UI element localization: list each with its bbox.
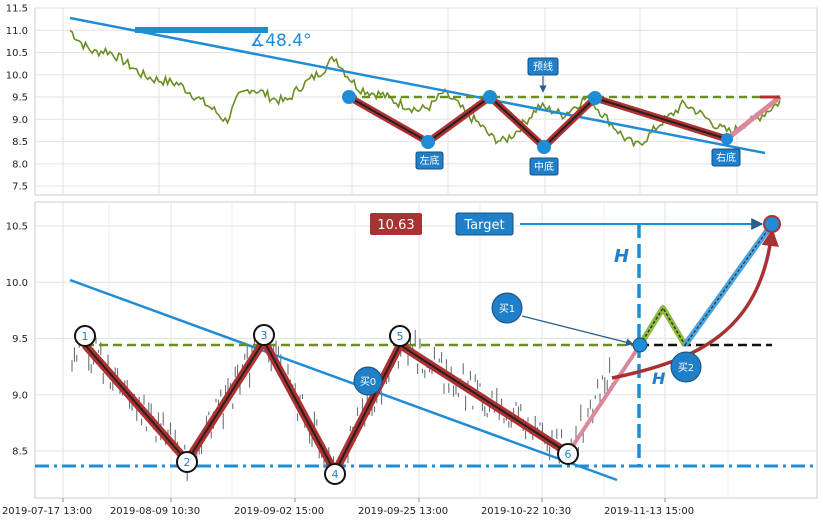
throwback-pattern-core <box>639 306 686 346</box>
svg-text:1: 1 <box>82 330 89 343</box>
bottom-y-tick-label: 9.0 <box>12 390 28 401</box>
top-y-tick-label: 7.5 <box>12 182 28 193</box>
svg-text:左底: 左底 <box>420 154 440 167</box>
angle-label: ∡48.4° <box>250 31 312 51</box>
top-pattern-core <box>348 96 728 148</box>
buy-point-2: 买2 <box>670 351 702 383</box>
top-pivot-3 <box>483 90 497 104</box>
svg-text:中底: 中底 <box>534 160 554 173</box>
target-box: Target <box>455 212 764 236</box>
bottom-y-ticks: 10.5 10.0 9.5 9.0 8.5 <box>6 222 28 458</box>
top-pivot-2 <box>421 135 435 149</box>
bottom-y-tick-label: 10.5 <box>6 222 28 233</box>
svg-text:买1: 买1 <box>499 303 515 315</box>
top-pivot-1 <box>342 90 356 104</box>
bottom-trendline <box>69 278 618 482</box>
bottom-plot-area <box>34 201 818 499</box>
bottom-x-tick-label: 2019-11-13 15:00 <box>604 506 694 517</box>
callout-left-bottom: 左底 <box>415 151 444 170</box>
buy-point-1: 买1 <box>491 292 648 353</box>
pivot-1: 1 <box>74 325 96 347</box>
bottom-x-tick-label: 2019-10-22 10:30 <box>481 506 571 517</box>
price-box: 10.63 <box>370 213 422 235</box>
bottom-x-tick-label: 2019-09-25 13:00 <box>358 506 448 517</box>
pivot-2: 2 <box>176 451 198 473</box>
top-y-ticks: 11.5 11.0 10.5 10.0 9.5 9.0 8.5 8.0 7.5 <box>6 4 28 193</box>
top-y-tick-label: 11.0 <box>6 26 28 37</box>
bottom-y-tick-label: 10.0 <box>6 278 28 289</box>
top-price-line <box>69 29 781 148</box>
svg-text:买2: 买2 <box>678 362 694 374</box>
top-pivot-5 <box>588 91 602 105</box>
top-y-tick-label: 9.5 <box>12 93 28 104</box>
breakout-path <box>566 343 642 455</box>
svg-text:2: 2 <box>184 456 191 469</box>
top-pivot-6 <box>721 133 733 145</box>
callout-mid-bottom: 中底 <box>529 157 559 176</box>
top-pivot-4 <box>537 140 551 154</box>
bottom-panel: 10.510.09.59.08.5 2019-07-17 13:00 2019-0… <box>2 201 818 517</box>
bottom-x-tick-label: 2019-09-02 15:00 <box>234 506 324 517</box>
bottom-pattern-core <box>84 340 569 473</box>
target-projection <box>682 222 775 347</box>
top-panel: 11.5 11.0 10.5 10.0 9.5 9.0 8.5 8.0 7.5 ∡48.4° 左… <box>6 4 818 196</box>
callout-neckline: 预线 <box>527 57 559 93</box>
top-trendline <box>69 16 766 155</box>
height-label-lower: H <box>652 369 666 388</box>
pivot-3: 3 <box>253 324 275 346</box>
bottom-x-ticks: 2019-07-17 13:00 2019-08-09 10:30 2019-09-… <box>2 498 694 517</box>
height-label-upper: H <box>614 246 629 267</box>
svg-text:6: 6 <box>565 448 572 461</box>
callout-right-bottom: 右底 <box>711 148 741 167</box>
svg-text:预线: 预线 <box>533 60 553 73</box>
svg-text:Target: Target <box>463 218 504 233</box>
pivot-6: 6 <box>557 443 579 465</box>
top-y-tick-label: 8.5 <box>12 137 28 148</box>
bottom-x-tick-label: 2019-07-17 13:00 <box>2 506 92 517</box>
top-y-tick-label: 8.0 <box>12 159 28 170</box>
top-y-tick-label: 10.5 <box>6 48 28 59</box>
top-y-tick-label: 10.0 <box>6 70 28 81</box>
target-point <box>763 215 781 233</box>
bottom-y-tick-label: 9.5 <box>12 334 28 345</box>
pivot-4: 4 <box>324 463 346 485</box>
bottom-x-tick-label: 2019-08-09 10:30 <box>110 506 200 517</box>
svg-text:5: 5 <box>397 330 404 343</box>
svg-text:4: 4 <box>332 468 339 481</box>
top-y-tick-label: 11.5 <box>6 4 28 15</box>
buy-point-0: 买0 <box>353 366 383 396</box>
svg-text:3: 3 <box>261 329 268 342</box>
top-pattern-target <box>725 95 782 141</box>
bottom-grid <box>35 202 817 498</box>
target-curve <box>611 228 779 380</box>
top-y-tick-label: 9.0 <box>12 115 28 126</box>
bottom-y-tick-label: 8.5 <box>12 447 28 458</box>
svg-text:10.63: 10.63 <box>377 218 414 233</box>
pivot-5: 5 <box>389 325 411 347</box>
svg-text:右底: 右底 <box>716 151 736 164</box>
svg-text:买0: 买0 <box>360 376 376 388</box>
